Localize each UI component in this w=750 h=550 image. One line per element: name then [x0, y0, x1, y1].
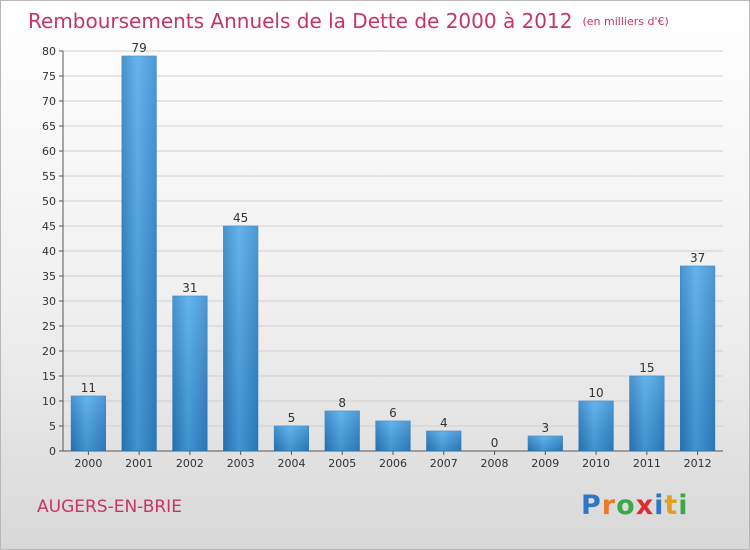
city-name: AUGERS-EN-BRIE	[37, 497, 182, 517]
y-tick-label: 70	[42, 95, 56, 108]
bar-value-label: 45	[233, 211, 248, 225]
bars	[70, 55, 716, 452]
bar-shade	[71, 396, 106, 451]
bar-value-label: 0	[491, 436, 499, 450]
logo-letter: o	[616, 490, 636, 521]
bar-shade	[680, 266, 715, 451]
y-tick-label: 75	[42, 70, 56, 83]
y-tick-label: 80	[42, 45, 56, 58]
x-tick-label: 2010	[582, 457, 610, 470]
bar-value-label: 4	[440, 416, 448, 430]
bar-shade	[324, 411, 360, 451]
bar-shade	[528, 436, 563, 451]
x-tick-label: 2007	[430, 457, 458, 470]
bar-shade	[629, 376, 665, 451]
x-tick-label: 2001	[125, 457, 153, 470]
x-tick-label: 2005	[328, 457, 356, 470]
unit-note: (en milliers d'€)	[582, 15, 669, 28]
x-tick-label: 2012	[684, 457, 712, 470]
chart-title-text: Remboursements Annuels de la Dette de 20…	[28, 9, 573, 33]
y-tick-label: 35	[42, 270, 56, 283]
y-tick-label: 30	[42, 295, 56, 308]
logo-letter: P	[581, 490, 602, 521]
bar-shade	[121, 56, 157, 451]
bar-value-label: 11	[81, 381, 96, 395]
bar-value-label: 3	[541, 421, 549, 435]
bar-value-label: 15	[639, 361, 654, 375]
bar-value-label: 10	[588, 386, 603, 400]
bar-shade	[172, 296, 208, 451]
bar-value-label: 31	[182, 281, 197, 295]
bar-shade	[223, 226, 258, 451]
y-tick-label: 0	[49, 445, 56, 458]
x-tick-label: 2008	[481, 457, 509, 470]
y-tick-label: 20	[42, 345, 56, 358]
y-tick-label: 45	[42, 220, 56, 233]
bar-shade	[274, 426, 309, 451]
proxiti-logo: Proxiti	[581, 490, 689, 521]
y-tick-label: 55	[42, 170, 56, 183]
bar-value-label: 8	[338, 396, 346, 410]
y-tick-label: 40	[42, 245, 56, 258]
x-tick-label: 2011	[633, 457, 661, 470]
labels: 0510152025303540455055606570758011200079…	[42, 41, 712, 470]
logo-letter: i	[678, 490, 689, 521]
chart-title: Remboursements Annuels de la Dette de 20…	[28, 9, 669, 33]
bar-value-label: 6	[389, 406, 397, 420]
axes	[59, 50, 723, 455]
y-tick-label: 50	[42, 195, 56, 208]
logo-letter: i	[654, 490, 665, 521]
y-tick-label: 10	[42, 395, 56, 408]
x-tick-label: 2003	[227, 457, 255, 470]
logo-letter: r	[601, 490, 617, 521]
bar-shade	[426, 431, 462, 451]
y-tick-label: 60	[42, 145, 56, 158]
y-tick-label: 25	[42, 320, 56, 333]
x-tick-label: 2006	[379, 457, 407, 470]
bar-value-label: 79	[132, 41, 147, 55]
y-tick-label: 5	[49, 420, 56, 433]
bar-value-label: 37	[690, 251, 705, 265]
x-tick-label: 2000	[74, 457, 102, 470]
x-tick-label: 2004	[277, 457, 305, 470]
logo-letter: t	[664, 490, 679, 521]
logo-letter: x	[635, 490, 655, 521]
y-tick-label: 65	[42, 120, 56, 133]
bar-shade	[375, 421, 411, 451]
x-tick-label: 2009	[531, 457, 559, 470]
bar-shade	[578, 401, 614, 451]
y-tick-label: 15	[42, 370, 56, 383]
x-tick-label: 2002	[176, 457, 204, 470]
grid-lines	[63, 50, 723, 452]
bar-value-label: 5	[288, 411, 296, 425]
